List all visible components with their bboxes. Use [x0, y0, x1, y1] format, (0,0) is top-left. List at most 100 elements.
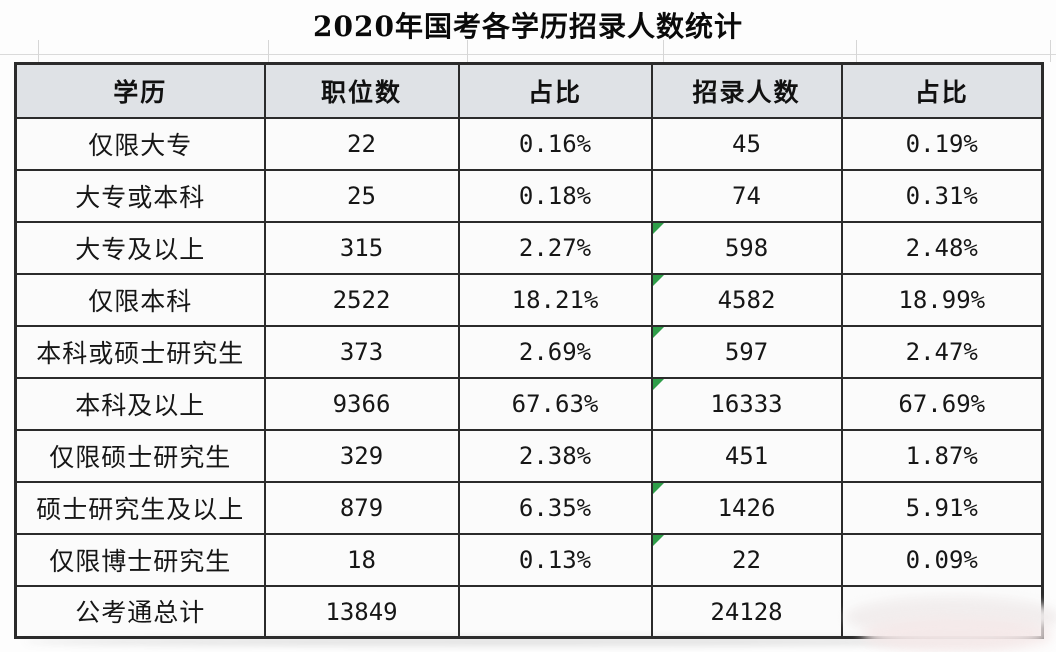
education-level-cell: 大专或本科	[14, 168, 266, 223]
cell-text: 597	[724, 338, 769, 366]
positions-pct-cell: 0.18%	[457, 168, 653, 223]
green-corner-marker-icon	[653, 223, 664, 234]
cell-text: 4582	[717, 286, 776, 314]
cell-text: 18.21%	[511, 286, 599, 314]
positions-count-cell: 2522	[263, 272, 460, 327]
cell-text: 9366	[332, 390, 391, 418]
positions-count-cell: 315	[263, 220, 460, 275]
education-level-cell: 仅限大专	[14, 116, 266, 171]
green-corner-marker-icon	[653, 379, 664, 390]
recruits-pct-cell: 18.99%	[840, 272, 1044, 327]
positions-pct-cell	[457, 584, 653, 639]
recruits-pct-cell: 2.48%	[840, 220, 1044, 275]
table-drop-shadow	[24, 638, 1024, 645]
cell-text: 0.13%	[518, 546, 592, 574]
education-level-cell: 本科或硕士研究生	[14, 324, 266, 379]
faint-gridline-stub	[856, 40, 857, 62]
header-education: 学历	[14, 62, 266, 119]
positions-pct-cell: 2.69%	[457, 324, 653, 379]
cell-text: 6.35%	[518, 494, 592, 522]
cell-text: 879	[339, 494, 384, 522]
recruits-count-cell: 22	[650, 532, 843, 587]
green-corner-marker-icon	[653, 483, 664, 494]
education-level-cell: 仅限硕士研究生	[14, 428, 266, 483]
recruits-count-cell: 74	[650, 168, 843, 223]
cell-text: 598	[724, 234, 769, 262]
recruits-pct-cell: 0.19%	[840, 116, 1044, 171]
cell-text: 1426	[717, 494, 776, 522]
cell-text: 硕士研究生及以上	[36, 494, 245, 524]
education-level-cell: 硕士研究生及以上	[14, 480, 266, 535]
positions-count-cell: 18	[263, 532, 460, 587]
cell-text: 22	[732, 546, 761, 574]
recruits-count-cell: 16333	[650, 376, 843, 431]
page-title: 2020年国考各学历招录人数统计	[313, 10, 743, 43]
cell-text: 仅限硕士研究生	[49, 442, 232, 472]
cell-text: 大专或本科	[75, 182, 206, 212]
recruits-count-cell: 4582	[650, 272, 843, 327]
cell-text: 1.87%	[905, 442, 978, 470]
cell-text: 373	[339, 338, 384, 366]
header-positions-pct: 占比	[457, 62, 653, 119]
table-row: 大专或本科 25 0.18% 74 0.31%	[14, 168, 1044, 223]
recruits-pct-cell: 2.47%	[840, 324, 1044, 379]
header-recruits: 招录人数	[650, 62, 843, 119]
table-row: 本科或硕士研究生 373 2.69% 597 2.47%	[14, 324, 1044, 379]
recruits-pct-cell: 0.31%	[840, 168, 1044, 223]
cell-text: 0.18%	[518, 182, 592, 210]
faint-gridline-horizontal	[0, 54, 1056, 55]
positions-pct-cell: 2.38%	[457, 428, 653, 483]
cell-text: 315	[339, 234, 384, 262]
cell-text: 仅限本科	[88, 286, 193, 316]
cell-text: 本科及以上	[75, 390, 206, 420]
recruits-pct-cell: 5.91%	[840, 480, 1044, 535]
table-row: 仅限硕士研究生 329 2.38% 451 1.87%	[14, 428, 1044, 483]
green-corner-marker-icon	[653, 275, 664, 286]
header-row: 学历 职位数 占比 招录人数 占比	[14, 62, 1044, 119]
positions-count-cell: 22	[263, 116, 460, 171]
recruits-count-cell: 1426	[650, 480, 843, 535]
education-level-cell: 本科及以上	[14, 376, 266, 431]
faint-gridline-stub	[38, 40, 39, 62]
cell-text: 67.63%	[511, 390, 599, 418]
header-positions: 职位数	[263, 62, 460, 119]
cell-text: 16333	[710, 390, 783, 418]
cell-text: 22	[347, 130, 376, 158]
cell-text: 45	[732, 130, 761, 158]
cell-text: 451	[724, 442, 769, 470]
cell-text: 74	[732, 182, 761, 210]
recruitment-statistics-table: 学历 职位数 占比 招录人数 占比 仅限大专 22 0.16% 45 0.19% 大专或本…	[14, 62, 1044, 639]
recruits-count-cell: 24128	[650, 584, 843, 639]
education-level-cell: 大专及以上	[14, 220, 266, 275]
cell-text: 5.91%	[905, 494, 978, 522]
cell-text: 公考通总计	[75, 598, 206, 628]
positions-pct-cell: 67.63%	[457, 376, 653, 431]
faint-gridline-stub	[467, 40, 468, 62]
cell-text: 0.09%	[905, 546, 978, 574]
cell-text: 2.38%	[518, 442, 592, 470]
recruits-count-cell: 598	[650, 220, 843, 275]
cell-text: 2.69%	[518, 338, 592, 366]
cell-text: 2522	[332, 286, 391, 314]
positions-count-cell: 25	[263, 168, 460, 223]
cell-text: 仅限博士研究生	[49, 546, 232, 576]
cell-text: 67.69%	[898, 390, 986, 418]
table-row: 本科及以上 9366 67.63% 16333 67.69%	[14, 376, 1044, 431]
positions-count-cell: 13849	[263, 584, 460, 639]
cell-text: 2.47%	[905, 338, 978, 366]
recruits-count-cell: 45	[650, 116, 843, 171]
positions-pct-cell: 18.21%	[457, 272, 653, 327]
cell-text: 0.31%	[905, 182, 978, 210]
cell-text: 大专及以上	[75, 234, 206, 264]
cell-text: 329	[339, 442, 384, 470]
positions-count-cell: 879	[263, 480, 460, 535]
cell-text: 25	[347, 182, 376, 210]
green-corner-marker-icon	[653, 327, 664, 338]
table-row: 硕士研究生及以上 879 6.35% 1426 5.91%	[14, 480, 1044, 535]
cell-text: 2.27%	[518, 234, 592, 262]
cell-text: 0.16%	[518, 130, 592, 158]
cell-text: 仅限大专	[88, 130, 193, 160]
cell-text: 24128	[710, 597, 783, 626]
positions-pct-cell: 2.27%	[457, 220, 653, 275]
recruits-pct-cell: 0.09%	[840, 532, 1044, 587]
